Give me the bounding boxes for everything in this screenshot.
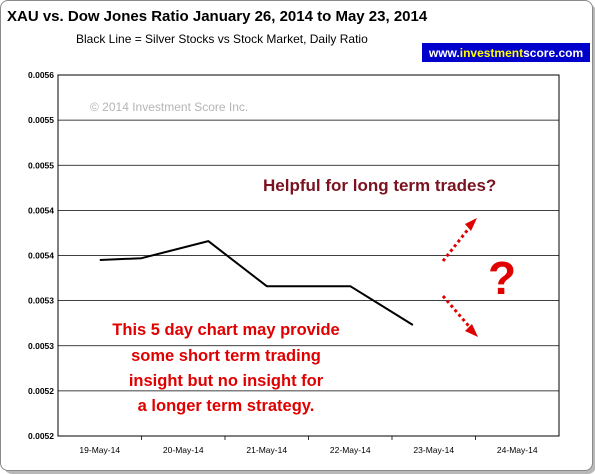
website-badge[interactable]: www.investmentscore.com: [422, 43, 590, 62]
x-tick-label: 22-May-14: [330, 445, 371, 455]
y-tick-label: 0.0055: [28, 115, 54, 125]
annotation-line-2: some short term trading: [131, 347, 321, 365]
copyright-note: © 2014 Investment Score Inc.: [90, 100, 248, 114]
x-tick-label: 24-May-14: [497, 445, 538, 455]
chart-title: XAU vs. Dow Jones Ratio January 26, 2014…: [7, 8, 428, 25]
arrow-up-dotted: [441, 222, 475, 262]
x-tick-label: 23-May-14: [413, 445, 454, 455]
series-line: [99, 240, 414, 326]
y-tick-label: 0.0052: [28, 386, 54, 396]
chart-subtitle: Black Line = Silver Stocks vs Stock Mark…: [76, 32, 368, 46]
annotation-line-3: insight but no insight for: [129, 372, 324, 390]
arrow-down-dotted: [441, 295, 475, 332]
annotation-line-1: This 5 day chart may provide: [112, 321, 339, 339]
annotation-line-4: a longer term strategy.: [138, 397, 315, 415]
y-tick-label: 0.0055: [28, 160, 54, 170]
y-tick-label: 0.0053: [28, 341, 54, 351]
question-mark: ?: [488, 252, 516, 304]
arrow-down-head: [465, 324, 478, 337]
annotation-long-term: Helpful for long term trades?: [263, 176, 496, 195]
y-tick-label: 0.0054: [28, 205, 54, 215]
y-tick-label: 0.0053: [28, 296, 54, 306]
y-tick-label: 0.0056: [28, 70, 54, 80]
x-tick-label: 19-May-14: [79, 445, 120, 455]
x-tick-label: 21-May-14: [246, 445, 287, 455]
y-tick-label: 0.0054: [28, 251, 54, 261]
website-badge-text: www.investmentscore.com: [428, 46, 583, 60]
website-badge-bg: [422, 43, 590, 62]
x-tick-label: 20-May-14: [163, 445, 204, 455]
y-tick-label: 0.0052: [28, 431, 54, 441]
arrow-up-head: [465, 218, 477, 231]
